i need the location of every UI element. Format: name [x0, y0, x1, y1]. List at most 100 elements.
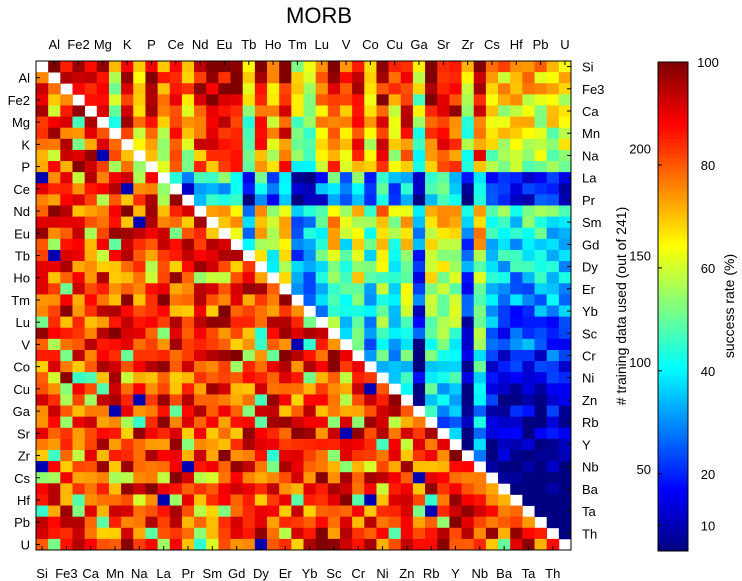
heatmap-cell: [108, 461, 122, 473]
heatmap-cell: [133, 61, 146, 73]
heatmap-cell: [339, 416, 353, 429]
heatmap-cell: [400, 149, 414, 162]
heatmap-cell: [254, 472, 268, 484]
heatmap-cell: [376, 394, 390, 406]
heatmap-cell: [279, 505, 292, 518]
heatmap-cell: [449, 361, 462, 373]
colorbar-segment: [658, 474, 688, 479]
right-tick-label: Th: [582, 526, 597, 541]
heatmap-cell: [473, 72, 487, 84]
heatmap-cell: [60, 216, 73, 229]
heatmap-cell: [254, 194, 268, 206]
heatmap-cell: [218, 305, 231, 318]
heatmap-cell: [364, 138, 377, 151]
heatmap-cell: [498, 383, 511, 395]
left-tick-label: Ho: [13, 271, 30, 286]
heatmap-cell: [534, 205, 548, 217]
heatmap-cell: [121, 305, 134, 318]
heatmap-cell: [558, 183, 572, 195]
heatmap-cell: [352, 505, 365, 518]
heatmap-cell: [498, 72, 511, 84]
colorbar-segment: [658, 81, 688, 86]
heatmap-cell: [558, 127, 572, 140]
heatmap-cell: [485, 438, 499, 451]
heatmap-cell: [254, 61, 268, 73]
heatmap-cell: [376, 183, 390, 195]
heatmap-cell: [60, 105, 73, 117]
right-axis-label: # training data used (out of 241): [613, 207, 629, 405]
heatmap-cell: [194, 416, 207, 429]
heatmap-cell: [498, 261, 511, 273]
heatmap-cell: [96, 138, 110, 151]
heatmap-cell: [437, 472, 450, 484]
heatmap-cell: [327, 116, 341, 129]
heatmap-cell: [510, 172, 523, 184]
heatmap-cell: [157, 116, 171, 129]
heatmap-cell: [169, 349, 183, 362]
heatmap-cell: [437, 394, 450, 406]
heatmap-cell: [388, 494, 402, 506]
heatmap-cell: [48, 216, 61, 229]
heatmap-cell: [352, 116, 365, 129]
heatmap-cell: [218, 249, 231, 262]
heatmap-cell: [400, 538, 414, 551]
heatmap-cell: [254, 138, 268, 151]
heatmap-cell: [108, 416, 122, 429]
heatmap-cell: [133, 472, 146, 484]
colorbar-segment: [658, 161, 688, 166]
heatmap-cell: [60, 405, 73, 418]
heatmap-cell: [327, 527, 341, 540]
heatmap-cell: [473, 538, 487, 551]
heatmap-cell: [425, 338, 438, 351]
heatmap-cell: [376, 361, 390, 373]
right-tick-label: Ta: [582, 504, 597, 519]
heatmap-cell: [412, 238, 426, 251]
heatmap-cell: [218, 94, 231, 106]
heatmap-cell: [254, 405, 268, 418]
heatmap-cell: [558, 272, 572, 284]
heatmap-cell: [352, 361, 365, 373]
heatmap-cell: [181, 127, 195, 140]
heatmap-cell: [485, 272, 499, 284]
heatmap-cell: [48, 183, 61, 195]
heatmap-cell: [84, 161, 98, 173]
heatmap-cell: [218, 416, 231, 429]
heatmap-cell: [267, 527, 280, 540]
heatmap-cell: [437, 94, 450, 106]
heatmap-cell: [412, 305, 426, 318]
heatmap-cell: [145, 72, 158, 84]
heatmap-cell: [437, 105, 450, 117]
heatmap-cell: [412, 83, 426, 95]
heatmap-cell: [522, 105, 535, 117]
bottom-tick-label: Sc: [326, 566, 342, 581]
heatmap-cell: [327, 438, 341, 451]
heatmap-cell: [60, 249, 73, 262]
heatmap-cell: [425, 494, 438, 506]
heatmap-cell: [279, 194, 292, 206]
heatmap-cell: [194, 316, 207, 329]
heatmap-cell: [522, 472, 535, 484]
heatmap-cell: [267, 394, 280, 406]
heatmap-cell: [449, 83, 462, 95]
heatmap-cell: [108, 83, 122, 95]
heatmap-cell: [230, 261, 244, 273]
heatmap-cell: [522, 538, 535, 551]
heatmap-cell: [242, 261, 256, 273]
heatmap-cell: [84, 72, 98, 84]
heatmap-cell: [327, 249, 341, 262]
heatmap-cell: [510, 338, 523, 351]
heatmap-cell: [267, 438, 280, 451]
heatmap-cell: [84, 516, 98, 529]
colorbar-segment: [658, 283, 688, 288]
heatmap-cell: [145, 216, 158, 229]
heatmap-cell: [108, 194, 122, 206]
heatmap-cell: [84, 149, 98, 162]
heatmap-cell: [96, 494, 110, 506]
heatmap-cell: [133, 527, 146, 540]
heatmap-cell: [412, 127, 426, 140]
heatmap-cell: [218, 138, 231, 151]
heatmap-cell: [96, 416, 110, 429]
heatmap-cell: [522, 338, 535, 351]
heatmap-cell: [279, 94, 292, 106]
colorbar-tick-label: 10: [701, 518, 715, 533]
